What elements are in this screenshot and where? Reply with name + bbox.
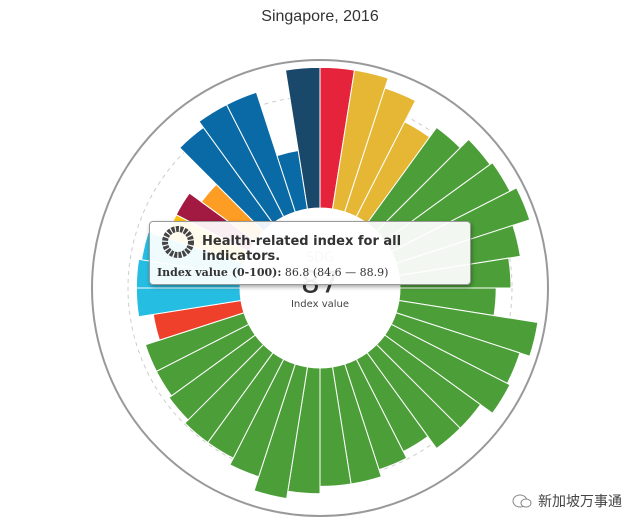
chart-title: Singapore, 2016 <box>261 8 379 25</box>
tooltip-icon <box>162 226 194 258</box>
tooltip-title: Health-related index for all indicators. <box>202 234 402 264</box>
tooltip-body: Index value (0-100): 86.8 (84.6 — 88.9) <box>157 266 388 279</box>
watermark: 新加坡万事通 <box>512 491 622 511</box>
center-sublabel: Index value <box>291 299 349 310</box>
tooltip-value: 86.8 (84.6 — 88.9) <box>284 266 389 279</box>
watermark-icon <box>512 494 532 508</box>
outer-ring <box>91 59 549 517</box>
tooltip: Health-related index for all indicators.… <box>149 221 471 285</box>
tooltip-label: Index value (0-100): <box>157 266 282 279</box>
watermark-text: 新加坡万事通 <box>538 494 622 510</box>
